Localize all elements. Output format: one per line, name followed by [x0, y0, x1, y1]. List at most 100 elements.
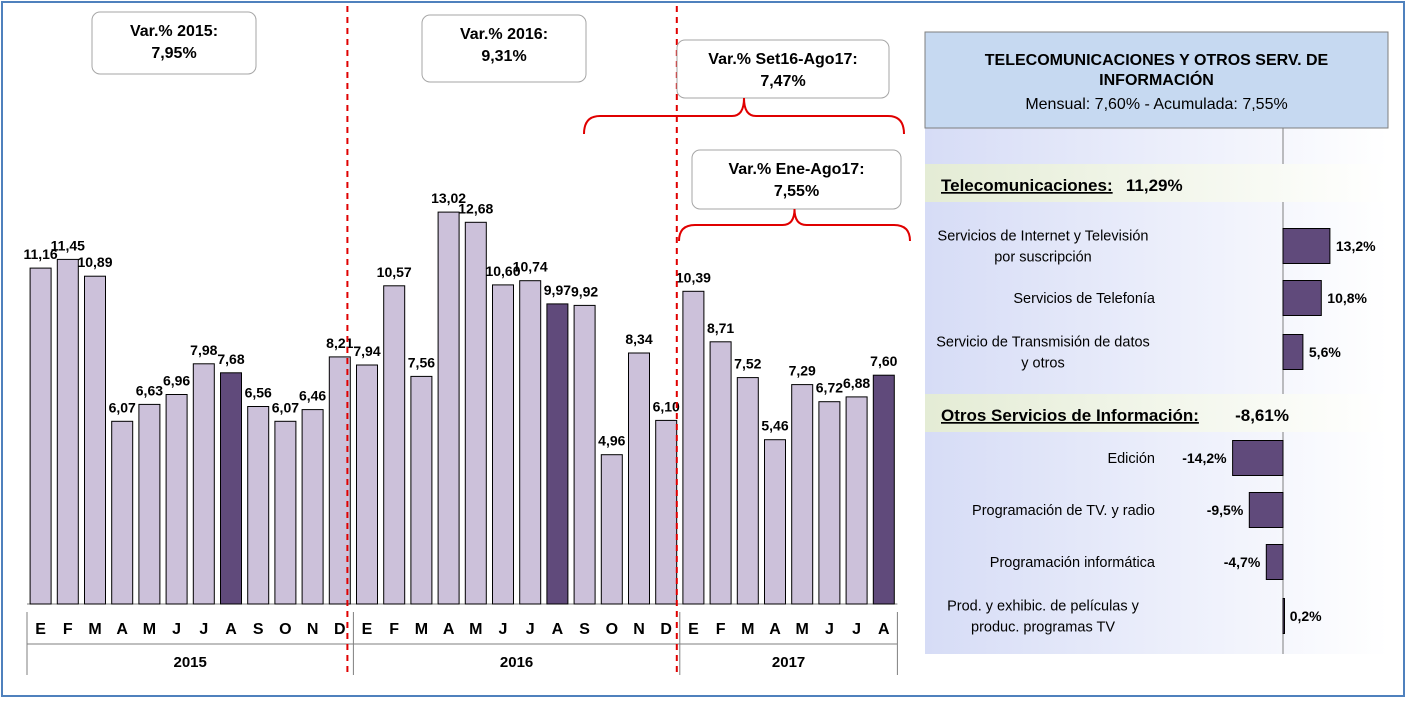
month-tick-label: D: [660, 621, 672, 638]
month-tick-label: J: [499, 621, 508, 638]
bar-value-label: 10,57: [377, 264, 412, 280]
month-tick-label: J: [825, 621, 834, 638]
bar: [600, 454, 623, 605]
annotation-text: Var.% Set16-Ago17:: [708, 51, 857, 68]
bar-value-label: 6,56: [245, 385, 272, 401]
bar-value-label: 10,60: [485, 263, 520, 279]
category-bar: [1232, 440, 1284, 476]
bar: [709, 341, 732, 605]
bar: [383, 285, 406, 605]
month-tick-label: N: [307, 621, 319, 638]
bar-value-label: 8,71: [707, 320, 734, 336]
month-tick-label: A: [443, 621, 455, 638]
month-tick-label: M: [741, 621, 754, 638]
month-tick-label: M: [415, 621, 428, 638]
bar: [492, 284, 514, 605]
bar: [573, 304, 596, 605]
bar: [736, 377, 759, 605]
bar: [818, 401, 841, 605]
section-value: -8,61%: [1235, 406, 1289, 425]
month-tick-label: J: [199, 621, 208, 638]
bar-value-label: 6,46: [299, 388, 326, 404]
bar: [192, 363, 215, 605]
month-tick-label: E: [688, 621, 699, 638]
bar-value-label: 11,16: [23, 246, 57, 262]
bar: [437, 211, 460, 605]
month-tick-label: M: [143, 621, 156, 638]
bar: [872, 374, 895, 605]
category-value-label: -9,5%: [1207, 502, 1244, 518]
category-bar: [1265, 544, 1284, 580]
category-label: Edición: [1107, 451, 1155, 467]
bar-value-label: 10,89: [77, 254, 112, 270]
bar: [84, 275, 106, 605]
section-label: Telecomunicaciones:: [941, 176, 1113, 195]
bar: [791, 384, 814, 605]
annotation-box: [676, 39, 890, 99]
month-tick-label: A: [769, 621, 781, 638]
month-tick-label: M: [469, 621, 482, 638]
bar-value-label: 7,60: [870, 353, 897, 369]
bar-value-label: 9,92: [571, 283, 598, 299]
bar: [111, 420, 134, 605]
category-bar: [1282, 334, 1304, 370]
category-value-label: 0,2%: [1290, 608, 1322, 624]
bar-value-label: 4,96: [598, 433, 625, 449]
category-panel: TELECOMUNICACIONES Y OTROS SERV. DEINFOR…: [924, 31, 1389, 654]
bracket-set16-ago17: [583, 97, 905, 135]
bar-value-label: 7,98: [190, 342, 217, 358]
category-label: Prod. y exhibic. de películas y: [947, 599, 1140, 615]
month-tick-label: J: [172, 621, 181, 638]
annotation-box: [691, 149, 902, 210]
header-title-line2: INFORMACIÓN: [1099, 70, 1214, 89]
bar-value-label: 10,39: [676, 269, 711, 285]
year-label: 2017: [772, 654, 805, 671]
annotation-text: 9,31%: [481, 48, 526, 65]
year-label: 2016: [500, 654, 533, 671]
panel-background: [925, 128, 1388, 654]
section-band: [925, 394, 1388, 432]
category-value-label: -4,7%: [1224, 554, 1261, 570]
month-tick-label: M: [88, 621, 101, 638]
annotation-text: Var.% 2015:: [130, 23, 218, 40]
bar-value-label: 7,68: [217, 351, 244, 367]
section-band: [925, 164, 1388, 202]
month-tick-label: A: [878, 621, 890, 638]
bar-value-label: 6,63: [136, 382, 163, 398]
bar-value-label: 12,68: [458, 200, 493, 216]
bracket-ene-ago17: [678, 208, 911, 242]
month-tick-label: M: [796, 621, 809, 638]
bar: [845, 396, 868, 605]
bar-value-label: 8,34: [625, 331, 652, 347]
annotation-text: Var.% 2016:: [460, 26, 548, 43]
section-value: 11,29%: [1126, 176, 1183, 195]
bar-value-label: 6,10: [653, 398, 680, 414]
annotation-text: 7,55%: [774, 183, 819, 200]
month-tick-label: S: [253, 621, 264, 638]
annotation-text: 7,95%: [151, 45, 196, 62]
bar: [247, 406, 270, 605]
annotation-box: [421, 14, 587, 83]
year-label: 2015: [174, 654, 207, 671]
bar: [546, 303, 569, 605]
bar: [356, 364, 378, 605]
category-value-label: 13,2%: [1336, 238, 1376, 254]
bar-value-label: 7,94: [353, 343, 380, 359]
category-label: por suscripción: [994, 250, 1092, 266]
bar: [29, 267, 52, 605]
header-subtitle: Mensual: 7,60% - Acumulada: 7,55%: [1025, 96, 1287, 113]
month-tick-label: J: [852, 621, 861, 638]
bar-value-label: 9,97: [544, 282, 571, 298]
category-label: y otros: [1021, 356, 1065, 372]
bar: [220, 372, 242, 605]
month-tick-label: F: [716, 621, 726, 638]
bar: [519, 280, 542, 605]
category-label: Programación de TV. y radio: [972, 503, 1155, 519]
bar: [138, 403, 161, 605]
category-label: Servicios de Internet y Televisión: [938, 229, 1149, 245]
month-tick-label: F: [63, 621, 73, 638]
annotation-text: Var.% Ene-Ago17:: [728, 161, 864, 178]
annotation-box: [91, 11, 257, 75]
